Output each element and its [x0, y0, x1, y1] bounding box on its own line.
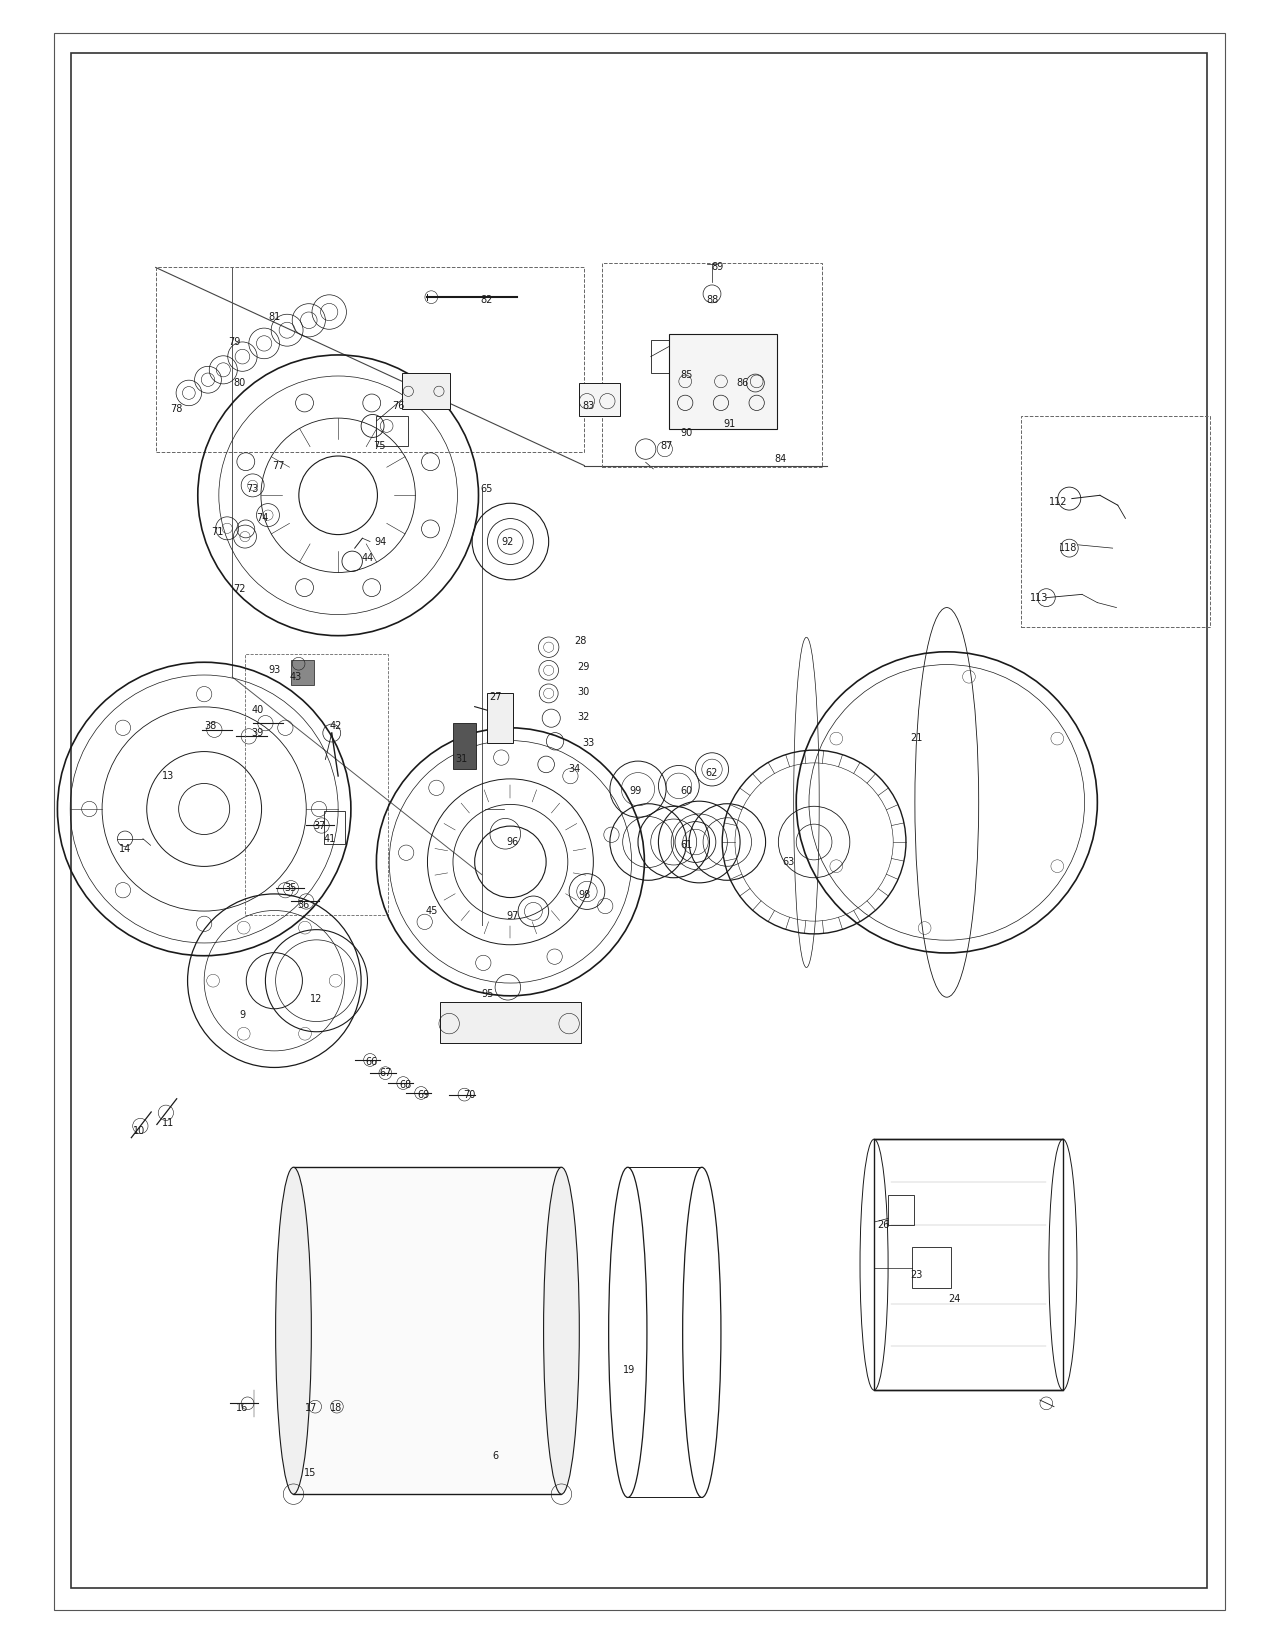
Ellipse shape [544, 1167, 579, 1494]
Text: 34: 34 [568, 764, 581, 774]
Text: 10: 10 [133, 1126, 145, 1136]
Text: 32: 32 [577, 712, 590, 721]
Text: 19: 19 [623, 1365, 635, 1375]
Text: 14: 14 [119, 844, 131, 854]
Text: 62: 62 [706, 768, 718, 778]
Text: 70: 70 [463, 1090, 476, 1100]
Bar [440, 1002, 581, 1043]
Text: 71: 71 [211, 527, 223, 537]
Text: 28: 28 [574, 636, 587, 646]
Text: 27: 27 [489, 692, 501, 702]
Text: 35: 35 [285, 883, 297, 893]
Text: 81: 81 [268, 312, 281, 322]
Text: 93: 93 [268, 665, 281, 675]
Text: 83: 83 [582, 401, 595, 411]
Text: 78: 78 [170, 404, 182, 414]
Text: 79: 79 [228, 337, 241, 347]
Bar [156, 267, 584, 452]
Text: 38: 38 [204, 721, 217, 731]
Bar [1021, 416, 1210, 627]
Text: 94: 94 [374, 537, 387, 546]
Text: 95: 95 [481, 989, 494, 999]
Text: 98: 98 [578, 890, 591, 900]
Bar [874, 1139, 1063, 1390]
Text: 60: 60 [680, 786, 693, 796]
Text: 61: 61 [680, 840, 693, 850]
Text: 84: 84 [775, 454, 787, 464]
Bar [888, 1195, 914, 1225]
Text: 11: 11 [162, 1118, 175, 1128]
Text: 29: 29 [577, 662, 590, 672]
Text: 21: 21 [910, 733, 923, 743]
Text: 24: 24 [948, 1294, 961, 1304]
Text: 30: 30 [577, 687, 590, 697]
Ellipse shape [276, 1167, 311, 1494]
Text: 99: 99 [629, 786, 642, 796]
Text: 76: 76 [392, 401, 404, 411]
Bar [402, 373, 450, 409]
Text: 13: 13 [162, 771, 175, 781]
Text: 65: 65 [480, 484, 493, 494]
Bar [453, 723, 476, 769]
Bar [376, 416, 408, 446]
Bar [245, 654, 388, 915]
Text: 31: 31 [456, 755, 468, 764]
Text: 80: 80 [234, 378, 246, 388]
Bar [579, 383, 620, 416]
Text: 92: 92 [501, 537, 514, 546]
Bar [324, 811, 345, 844]
Text: 90: 90 [680, 428, 693, 438]
Text: 33: 33 [582, 738, 595, 748]
Text: 82: 82 [480, 296, 493, 305]
Text: 37: 37 [313, 821, 325, 830]
Text: 67: 67 [379, 1068, 392, 1078]
Text: 39: 39 [251, 728, 264, 738]
Text: 18: 18 [329, 1403, 342, 1413]
Text: 44: 44 [361, 553, 374, 563]
Text: 43: 43 [290, 672, 302, 682]
Text: 87: 87 [660, 441, 672, 451]
Text: 97: 97 [507, 911, 519, 921]
Bar [602, 263, 822, 467]
Text: 42: 42 [329, 721, 342, 731]
Text: 17: 17 [305, 1403, 318, 1413]
Bar [669, 334, 777, 429]
Text: 45: 45 [425, 906, 438, 916]
Text: 23: 23 [910, 1270, 923, 1280]
Text: 69: 69 [417, 1090, 430, 1100]
Text: 26: 26 [877, 1220, 889, 1230]
Text: 74: 74 [256, 513, 269, 523]
Bar [71, 53, 1207, 1588]
Bar [293, 1167, 561, 1494]
Text: 66: 66 [365, 1057, 378, 1067]
Text: 12: 12 [310, 994, 323, 1004]
Text: 77: 77 [272, 461, 285, 471]
Text: 16: 16 [236, 1403, 249, 1413]
Bar [291, 660, 314, 685]
Bar [651, 340, 686, 373]
Text: 86: 86 [736, 378, 749, 388]
Text: 75: 75 [373, 441, 385, 451]
Text: 91: 91 [723, 419, 736, 429]
Text: 113: 113 [1030, 593, 1048, 603]
Bar [912, 1247, 951, 1288]
Text: 85: 85 [680, 370, 693, 380]
Text: 112: 112 [1049, 497, 1067, 507]
Text: 15: 15 [304, 1468, 316, 1478]
Text: 118: 118 [1059, 543, 1077, 553]
Text: 63: 63 [782, 857, 795, 867]
Text: 88: 88 [706, 296, 718, 305]
Text: 41: 41 [323, 834, 336, 844]
Text: 6: 6 [493, 1451, 498, 1461]
Text: 72: 72 [234, 584, 246, 594]
Text: 68: 68 [399, 1080, 412, 1090]
Text: 9: 9 [240, 1010, 245, 1020]
Text: 40: 40 [251, 705, 264, 715]
Text: 96: 96 [507, 837, 519, 847]
Text: 89: 89 [711, 263, 723, 272]
Bar [487, 693, 513, 743]
Text: 73: 73 [246, 484, 259, 494]
Text: 36: 36 [297, 900, 310, 910]
